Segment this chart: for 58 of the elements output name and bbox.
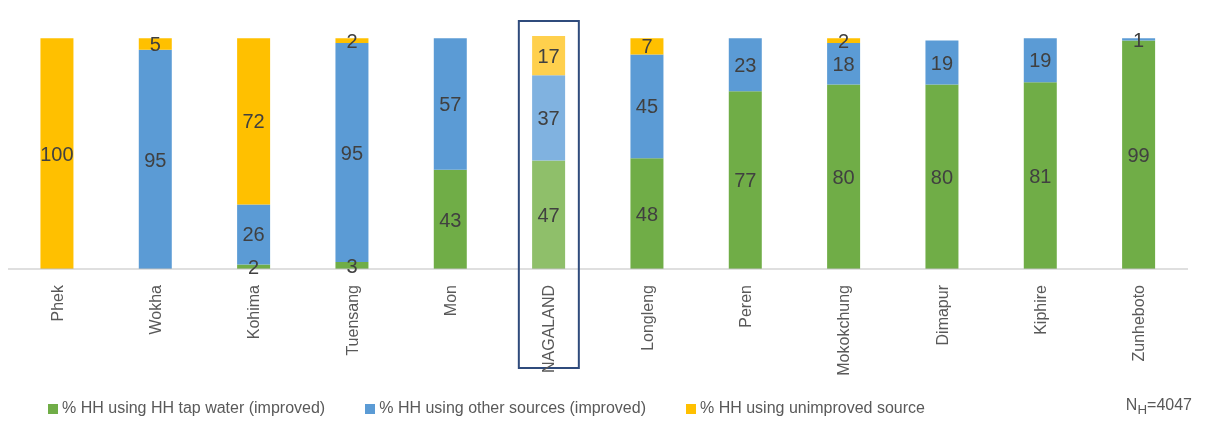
data-label: 18 [832, 52, 855, 75]
bar [433, 38, 467, 170]
data-label: 99 [1127, 143, 1150, 166]
data-label: 100 [40, 142, 74, 165]
data-label: 43 [439, 208, 462, 231]
x-tick-label: Mokokchung [835, 285, 853, 376]
x-tick-label: Wokha [147, 284, 164, 335]
bar [728, 38, 762, 92]
x-tick-label: NAGALAND [540, 285, 558, 374]
bar [532, 36, 566, 76]
bar [237, 38, 271, 205]
x-tick-label: Mon [442, 285, 459, 317]
legend-label: % HH using other sources (improved) [379, 399, 646, 416]
data-label: 72 [242, 110, 265, 133]
bar [138, 49, 172, 269]
data-label: 17 [537, 44, 560, 67]
x-tick-label: Peren [737, 285, 754, 328]
data-label: 19 [1029, 49, 1052, 72]
legend-label: % HH using unimproved source [699, 399, 925, 416]
data-label: 80 [930, 165, 954, 188]
x-tick-label: Longleng [638, 285, 656, 351]
bar [630, 158, 664, 269]
data-label: 26 [242, 223, 265, 246]
bar [433, 169, 467, 269]
x-tick-label: Zunheboto [1130, 284, 1148, 362]
bar [728, 91, 762, 269]
data-label: 37 [537, 107, 560, 129]
data-label: 2 [248, 255, 260, 278]
data-label: 45 [635, 95, 659, 118]
data-label: 80 [832, 165, 855, 188]
legend-label: % HH using HH tap water (improved) [62, 399, 326, 416]
x-tick-label: Tuensang [343, 285, 361, 356]
bar [925, 84, 959, 269]
bar [630, 54, 664, 159]
data-label: 5 [149, 33, 161, 56]
data-label: 95 [144, 148, 167, 171]
data-label: 23 [734, 53, 757, 76]
x-tick-label: Dimapur [933, 284, 951, 346]
data-label: 2 [346, 29, 358, 52]
x-tick-label: Kiphire [1032, 284, 1049, 335]
data-label: 47 [537, 203, 560, 226]
data-label: 7 [641, 35, 653, 58]
data-label: 57 [439, 93, 462, 116]
data-label: 48 [635, 202, 659, 225]
text: N$_{H}$=4047 [1125, 395, 1192, 417]
x-tick-label: Phek [48, 284, 66, 322]
bar [40, 38, 74, 269]
bar [827, 84, 861, 269]
data-label: 19 [930, 51, 954, 74]
data-label: 81 [1029, 164, 1052, 187]
data-label: 2 [838, 29, 850, 52]
data-label: 77 [734, 169, 757, 192]
bar [532, 75, 566, 161]
bar [532, 160, 566, 269]
data-label: 95 [340, 141, 364, 164]
bar [1023, 82, 1057, 269]
data-label: 1 [1133, 28, 1145, 51]
x-tick-label: Kohima [245, 284, 263, 340]
